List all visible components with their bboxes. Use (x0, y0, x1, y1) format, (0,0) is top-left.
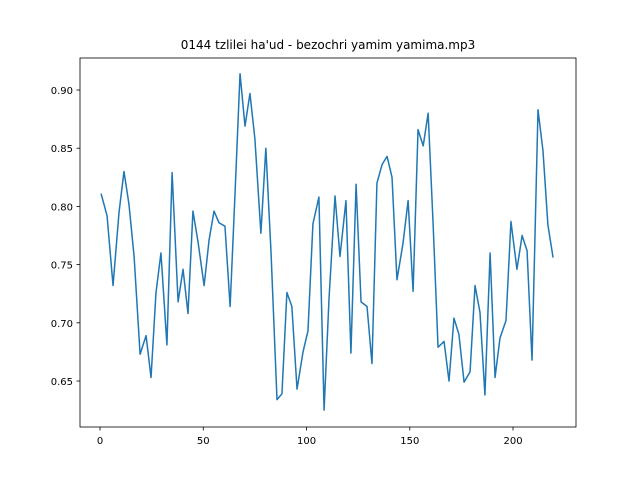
x-tick-label: 0 (97, 436, 103, 447)
y-tick-label: 0.70 (51, 319, 73, 330)
plot-frame (79, 57, 577, 428)
x-tick-label: 150 (400, 436, 419, 447)
x-tick-label: 200 (503, 436, 522, 447)
x-tick-label: 50 (197, 436, 210, 447)
y-tick-label: 0.90 (51, 86, 73, 97)
y-tick-label: 0.85 (51, 144, 73, 155)
y-tick-label: 0.75 (51, 261, 73, 272)
x-tick-label: 100 (297, 436, 316, 447)
line (100, 72, 554, 411)
y-tick-label: 0.80 (51, 202, 73, 213)
y-tick-label: 0.65 (51, 377, 73, 388)
chart-title: 0144 tzlilei ha'ud - bezochri yamim yami… (181, 38, 476, 52)
